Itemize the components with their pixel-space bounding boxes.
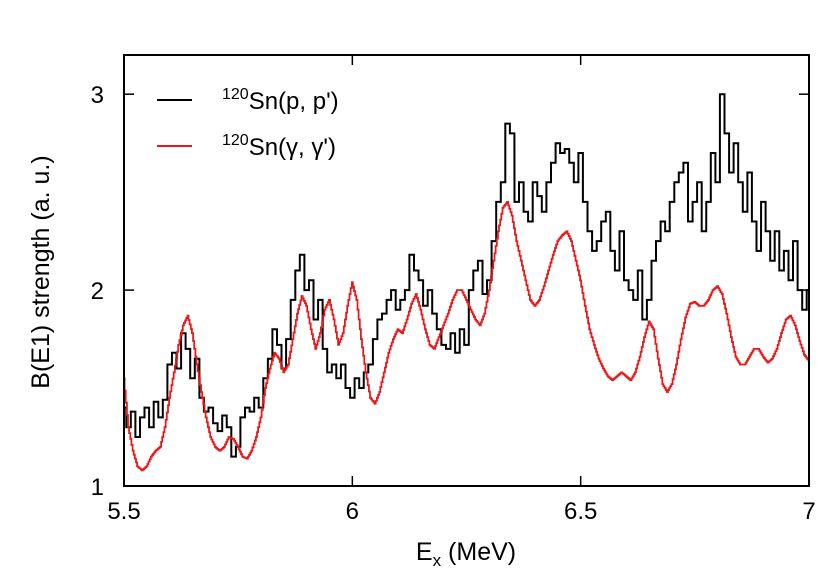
series-layer: [124, 93, 809, 472]
plot-frame: [123, 54, 810, 487]
legend-label-photon-main: Sn(γ, γ'): [249, 134, 336, 161]
legend: 120Sn(p, p') 120Sn(γ, γ'): [157, 86, 339, 161]
x-axis-title-main: E: [416, 538, 433, 566]
y-axis-title: B(E1) strength (a. u.): [27, 155, 55, 388]
tick-layer: 5.5 6 6.5 7 1 2 3: [91, 55, 816, 525]
y-tick-label: 3: [91, 82, 104, 109]
y-tick-label: 1: [91, 474, 104, 501]
legend-label-proton-main: Sn(p, p'): [249, 88, 339, 115]
x-tick-label: 7: [802, 498, 815, 525]
legend-label-photon: 120Sn(γ, γ'): [222, 132, 336, 161]
y-tick-label: 2: [91, 278, 104, 305]
x-tick-label: 5.5: [107, 498, 140, 525]
legend-label-photon-sup: 120: [222, 132, 249, 149]
x-axis-title-rest: (MeV): [441, 538, 516, 566]
x-axis-title-subscript: x: [433, 551, 442, 570]
series-line-proton: [124, 93, 809, 458]
x-tick-label: 6: [346, 498, 359, 525]
legend-label-proton: 120Sn(p, p'): [222, 86, 339, 115]
x-axis-title: Ex (MeV): [416, 538, 516, 570]
series-line-photon: [124, 201, 809, 472]
legend-label-proton-sup: 120: [222, 86, 249, 103]
x-tick-label: 6.5: [564, 498, 597, 525]
